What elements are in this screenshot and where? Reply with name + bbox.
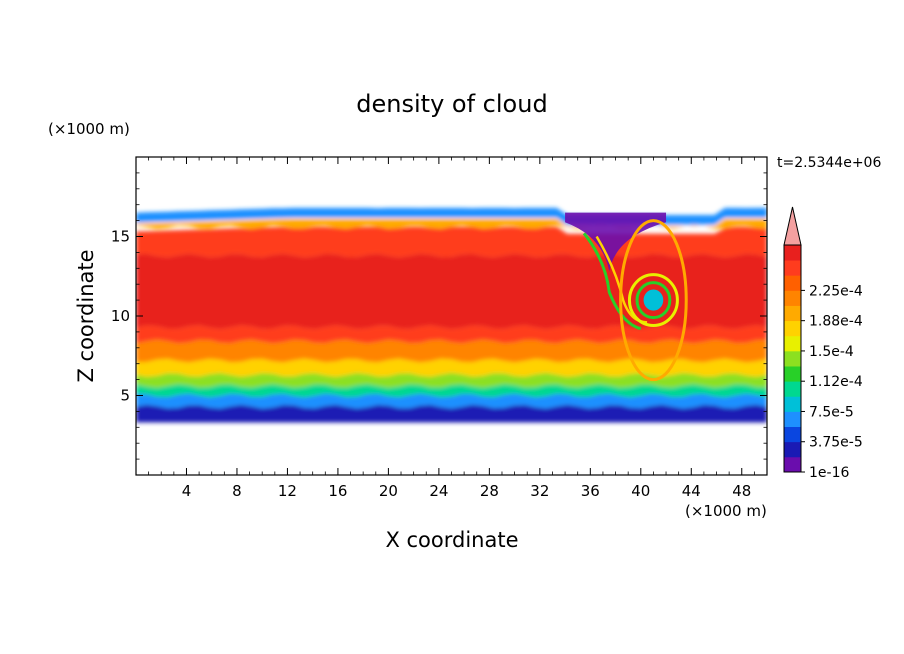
x-tick-label: 16 [328,482,347,500]
time-label: t=2.5344e+06 [777,155,881,171]
density-band [136,325,767,344]
vortex-ring [627,273,679,328]
colorbar-label: 1e-16 [809,465,849,481]
x-tick-label: 36 [581,482,600,500]
x-tick-label: 24 [429,482,448,500]
colorbar-label: 1.12e-4 [809,374,863,390]
colorbar-swatch [784,381,801,397]
y-unit-label: (×1000 m) [48,120,130,138]
x-tick-label: 32 [530,482,549,500]
colorbar-label: 1.5e-4 [809,344,854,360]
colorbar-swatch [784,411,801,427]
colorbar-swatch [784,335,801,352]
colorbar: 1e-16 3.75e-5 7.5e-5 1.12e-4 1.5e-4 1.88e-4 2.… [783,206,863,481]
density-band [136,253,767,329]
colorbar-swatch [784,290,801,306]
density-band [136,219,767,229]
colorbar-swatch [784,456,801,473]
colorbar-extend-arrow [783,206,802,246]
colorbar-swatch [784,305,801,322]
colorbar-swatch [784,245,801,261]
density-band [136,226,767,258]
colorbar-swatch [784,320,801,337]
colorbar-label: 7.5e-5 [809,404,854,420]
colorbar-swatch [784,426,801,443]
x-tick-label: 20 [379,482,398,500]
downdraft-streak [582,232,642,331]
plot-area [136,207,767,423]
colorbar-swatch [784,350,801,367]
x-axis-ticks: 4 8 12 16 20 24 28 32 36 40 44 48 [148,157,755,500]
vortex-ring [619,219,688,382]
colorbar-swatch [784,260,801,276]
colorbar-label: 1.88e-4 [809,314,863,330]
density-band [136,372,767,388]
y-axis-label: Z coordinate [74,249,98,382]
density-band [136,393,767,409]
cloud-features [565,212,688,382]
x-tick-label: 44 [682,482,701,500]
colorbar-swatch [784,396,801,412]
density-band [136,339,767,363]
y-tick-label: 5 [120,387,130,405]
x-tick-label: 4 [182,482,192,500]
chart-title: density of cloud [356,90,547,118]
colorbar-label: 3.75e-5 [809,435,863,451]
vortex-ring [643,289,664,311]
x-tick-label: 28 [480,482,499,500]
colorbar-swatch [784,275,801,291]
x-axis-label: X coordinate [385,528,518,552]
x-tick-label: 12 [278,482,297,500]
vortex-ring [635,281,672,320]
density-band [136,358,767,377]
x-tick-label: 48 [732,482,751,500]
x-tick-label: 40 [631,482,650,500]
y-tick-label: 15 [111,228,130,246]
y-axis-ticks: 5 10 15 [111,172,767,460]
x-tick-label: 8 [232,482,242,500]
colorbar-label: 2.25e-4 [809,283,863,299]
y-tick-label: 10 [111,307,130,325]
density-band [136,404,767,423]
colorbar-frame [783,244,802,473]
colorbar-swatch [784,441,801,458]
density-band [136,384,767,398]
x-unit-label: (×1000 m) [685,502,767,520]
colorbar-swatch [784,366,801,382]
